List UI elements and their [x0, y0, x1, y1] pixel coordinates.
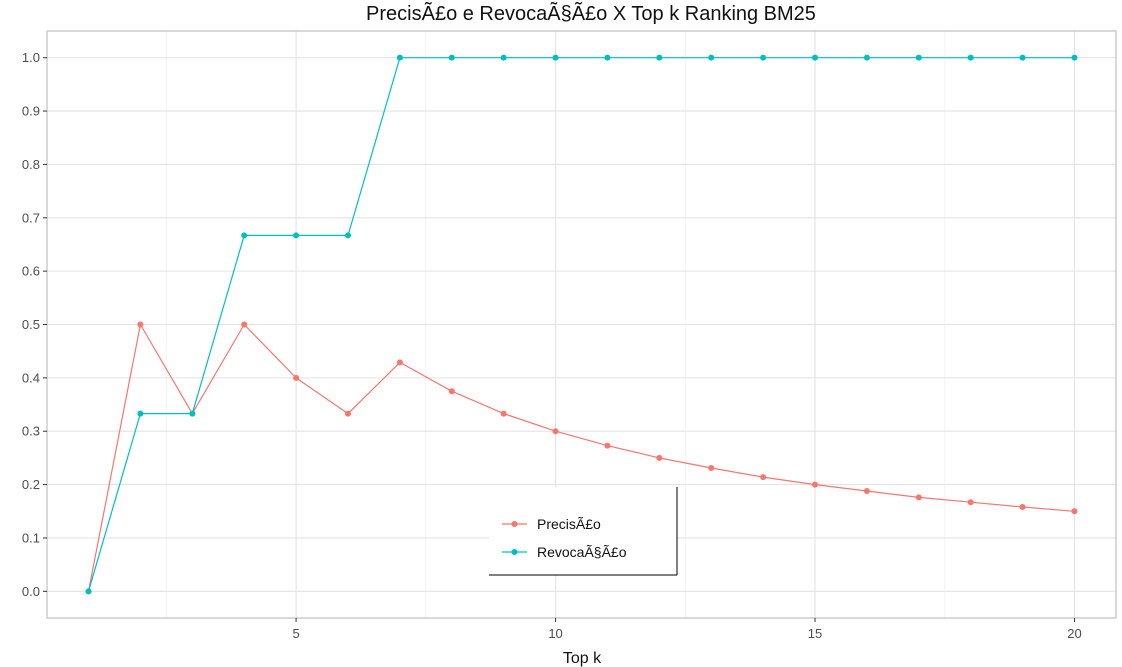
data-point	[552, 54, 559, 61]
data-point	[863, 54, 870, 61]
y-tick-label: 0.8	[22, 157, 40, 172]
legend-label: PrecisÃ£o	[537, 516, 601, 532]
legend-box	[489, 487, 677, 575]
data-point	[1019, 54, 1026, 61]
legend-item: PrecisÃ£o	[502, 516, 601, 532]
data-point	[85, 588, 92, 595]
data-point	[1019, 504, 1026, 511]
series-layer	[85, 54, 1078, 595]
data-point	[708, 54, 715, 61]
series-2	[85, 54, 1078, 595]
x-tick-label: 5	[292, 626, 299, 641]
data-point	[760, 54, 767, 61]
series-line	[87, 322, 1075, 592]
y-tick-label: 0.5	[22, 317, 40, 332]
data-point	[915, 54, 922, 61]
data-point	[344, 232, 351, 239]
data-point	[448, 54, 455, 61]
data-point	[708, 465, 715, 472]
x-tick-label: 10	[548, 626, 562, 641]
y-tick-label: 0.2	[22, 477, 40, 492]
data-point	[137, 410, 144, 417]
x-tick-label: 15	[808, 626, 822, 641]
y-tick-label: 0.6	[22, 264, 40, 279]
data-point	[915, 494, 922, 501]
y-tick-label: 0.0	[22, 584, 40, 599]
data-point	[656, 54, 663, 61]
data-point	[189, 410, 196, 417]
legend-key-point	[511, 521, 518, 527]
data-point	[863, 487, 870, 494]
y-axis: 0.0 0.1 0.2 0.3 0.4 0.5 0.6 0.7 0.8 0.9 1.0	[22, 50, 47, 599]
legend-item: RevocaÃ§Ã£o	[502, 544, 627, 560]
data-point	[760, 474, 767, 481]
data-point	[1071, 508, 1078, 515]
series-line	[87, 57, 1075, 592]
data-point	[241, 321, 248, 328]
y-tick-label: 0.9	[22, 104, 40, 119]
data-point	[604, 54, 611, 61]
data-point	[812, 481, 819, 488]
data-point	[241, 232, 248, 239]
data-point	[396, 359, 403, 366]
data-point	[396, 54, 403, 61]
data-point	[812, 54, 819, 61]
y-tick-label: 0.7	[22, 210, 40, 225]
data-point	[967, 54, 974, 61]
legend-key-point	[511, 549, 518, 555]
chart-title: PrecisÃ£o e RevocaÃ§Ã£o X Top k Ranking …	[366, 1, 816, 25]
data-point	[500, 54, 507, 61]
data-point	[293, 374, 300, 381]
data-point	[552, 428, 559, 435]
x-axis-title: Top k	[563, 650, 602, 667]
data-point	[1071, 54, 1078, 61]
legend: PrecisÃ£o RevocaÃ§Ã£o	[489, 487, 678, 576]
data-point	[604, 442, 611, 449]
data-point	[137, 321, 144, 328]
x-axis: 5 10 15 20	[292, 618, 1082, 641]
y-tick-label: 1.0	[22, 50, 40, 65]
y-tick-label: 0.3	[22, 424, 40, 439]
y-tick-label: 0.1	[22, 530, 40, 545]
x-tick-label: 20	[1067, 626, 1081, 641]
legend-label: RevocaÃ§Ã£o	[537, 544, 627, 560]
data-point	[448, 388, 455, 395]
data-point	[656, 454, 663, 461]
data-point	[293, 232, 300, 239]
data-point	[344, 410, 351, 417]
y-tick-label: 0.4	[22, 370, 40, 385]
data-point	[500, 410, 507, 417]
data-point	[967, 499, 974, 506]
